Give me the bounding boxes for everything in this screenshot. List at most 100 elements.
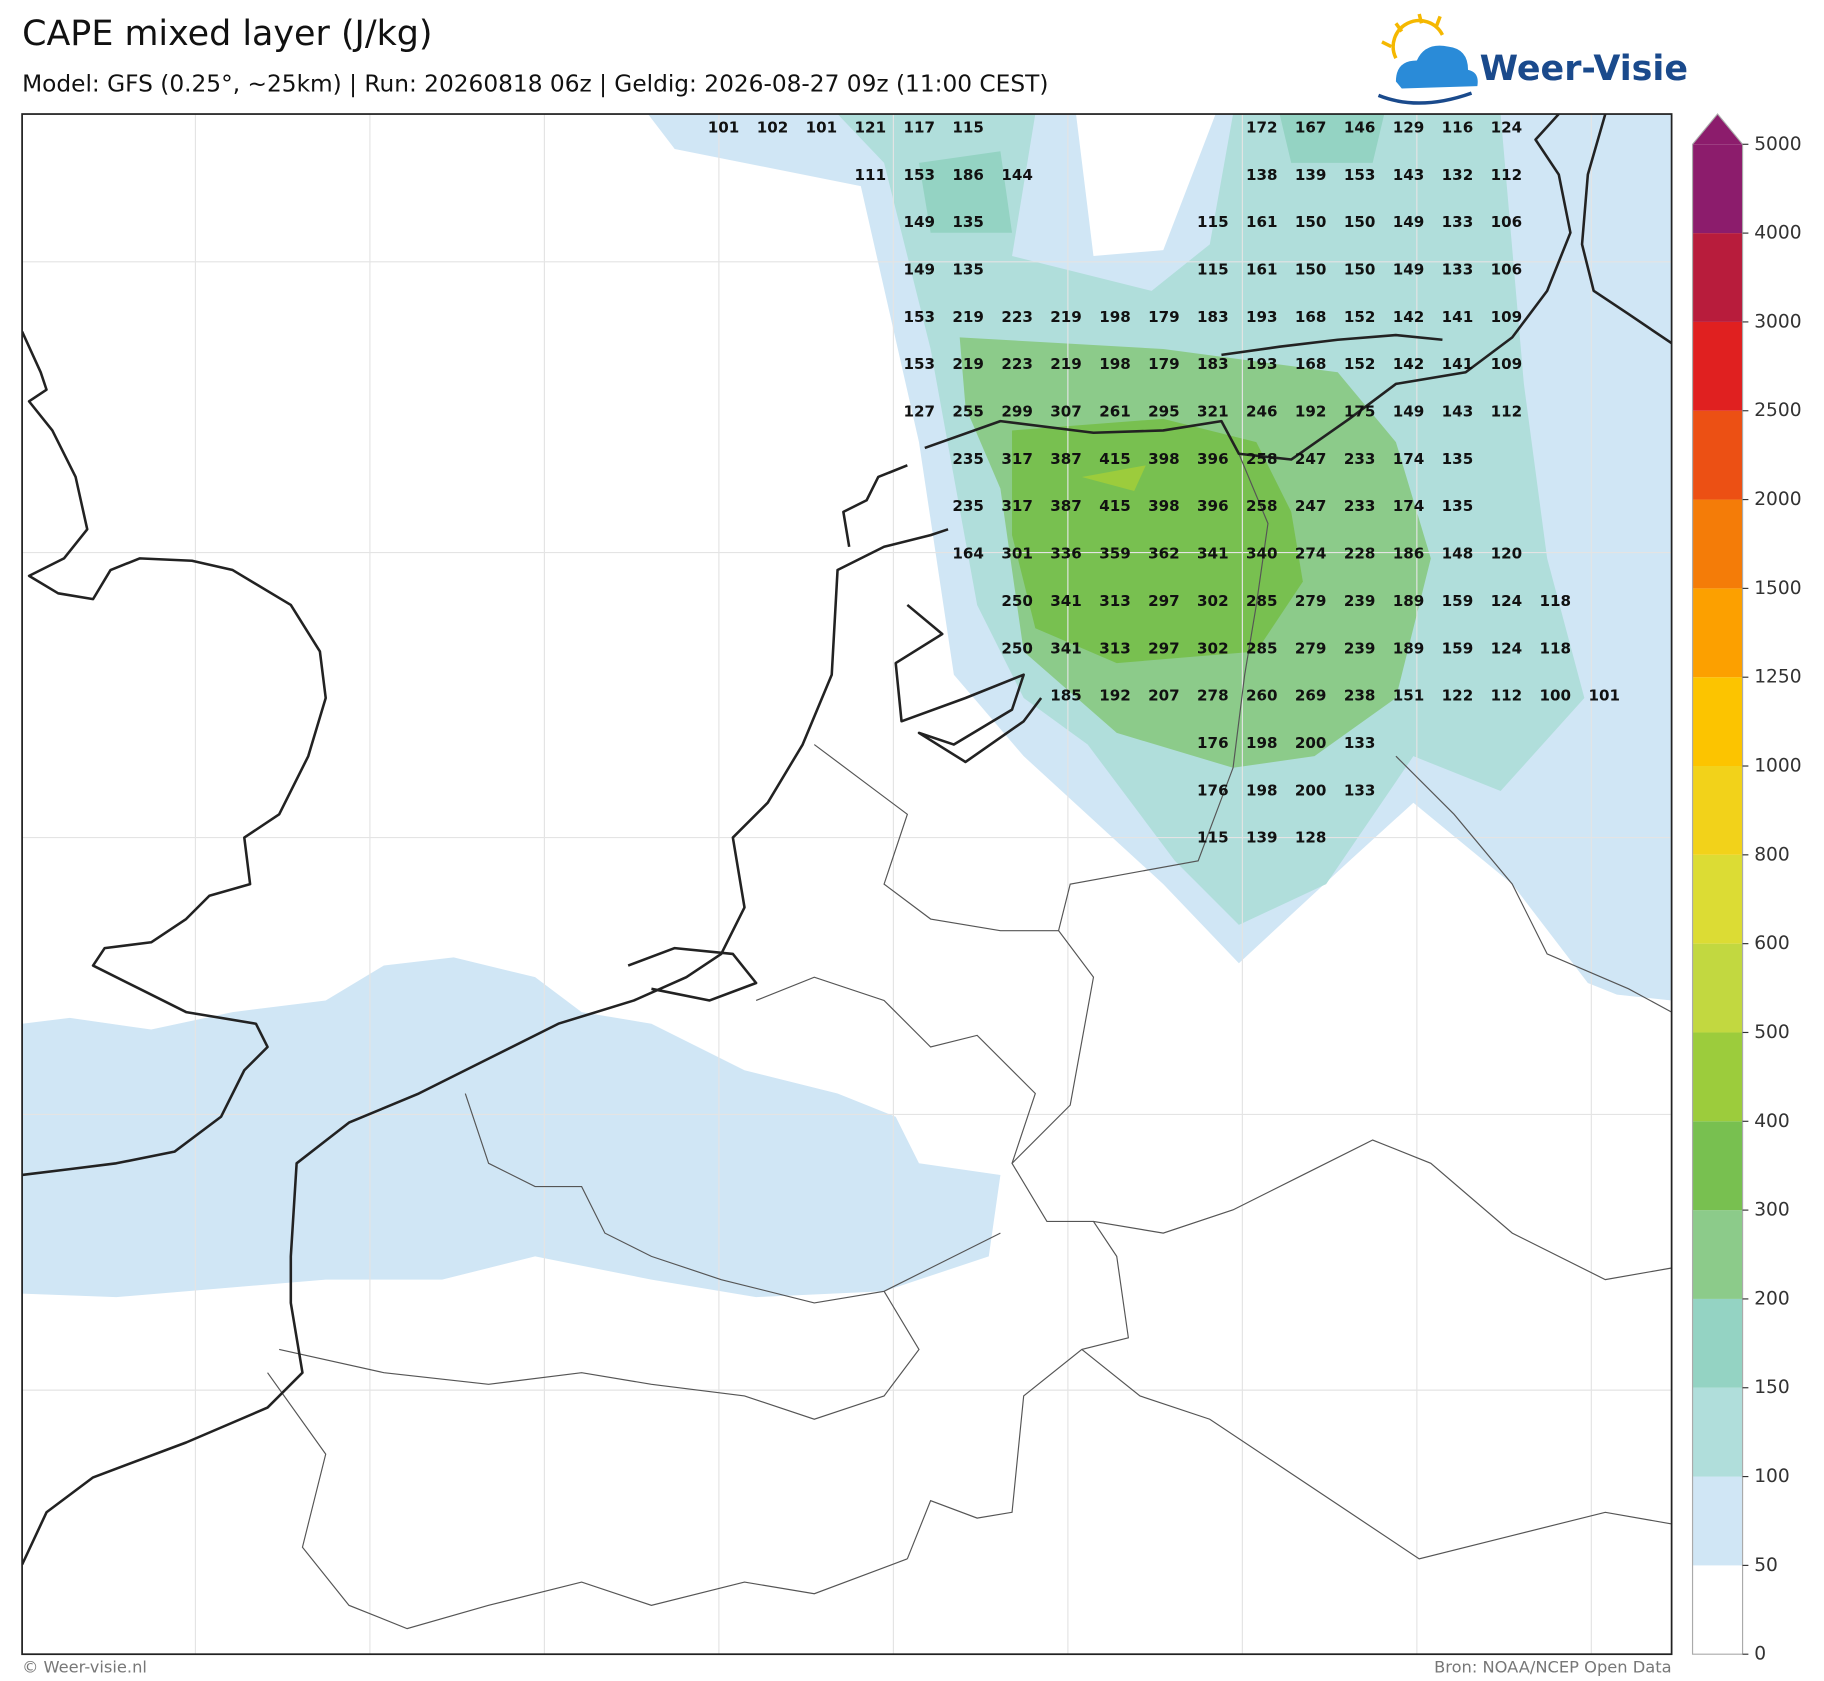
cape-value: 128 — [1295, 829, 1327, 847]
cape-value: 279 — [1295, 639, 1327, 657]
colorbar-band — [1692, 1565, 1743, 1655]
cape-value: 149 — [1393, 261, 1425, 279]
cape-value: 274 — [1295, 545, 1327, 563]
cape-value: 138 — [1246, 166, 1278, 184]
cape-value: 398 — [1148, 497, 1180, 515]
cape-value: 179 — [1148, 308, 1180, 326]
cape-value: 207 — [1148, 687, 1180, 705]
cape-value: 133 — [1344, 781, 1376, 799]
cape-value: 133 — [1442, 213, 1474, 231]
cape-value: 398 — [1148, 450, 1180, 468]
colorbar-tick-label: 500 — [1754, 1022, 1790, 1043]
colorbar-band — [1692, 1121, 1743, 1211]
map-area: 101 102 101 121 117 115 172 167 146 129 116 124 111 1… — [22, 114, 1672, 1655]
cape-value: 153 — [903, 166, 935, 184]
cape-value: 246 — [1246, 403, 1278, 421]
cape-value: 362 — [1148, 545, 1180, 563]
cape-value: 116 — [1442, 119, 1474, 137]
cape-value: 341 — [1050, 639, 1082, 657]
border — [464, 1093, 1001, 1304]
cape-value: 186 — [952, 166, 984, 184]
colorbar-band — [1692, 1387, 1743, 1477]
cape-value: 148 — [1442, 545, 1474, 563]
coastline — [1580, 114, 1672, 345]
cape-value: 122 — [1442, 687, 1474, 705]
colorbar-tick-label: 3000 — [1754, 311, 1801, 332]
cape-value: 341 — [1050, 592, 1082, 610]
graticule — [22, 114, 1672, 1655]
cape-value: 102 — [757, 119, 789, 137]
cape-value: 336 — [1050, 545, 1082, 563]
cape-value: 192 — [1295, 403, 1327, 421]
cape-value: 168 — [1295, 308, 1327, 326]
cape-value: 174 — [1393, 450, 1425, 468]
cape-value: 235 — [952, 497, 984, 515]
cape-value: 159 — [1442, 639, 1474, 657]
cape-value: 198 — [1099, 308, 1131, 326]
coastline — [22, 331, 327, 1177]
cape-value: 186 — [1393, 545, 1425, 563]
cape-value: 149 — [903, 213, 935, 231]
colorbar-band — [1692, 766, 1743, 855]
logo-cloud — [1395, 45, 1478, 89]
coastline — [924, 114, 1572, 461]
cape-value: 124 — [1491, 639, 1523, 657]
cape-value: 239 — [1344, 592, 1376, 610]
cape-value: 152 — [1344, 355, 1376, 373]
colorbar-band — [1692, 943, 1743, 1033]
colorbar-tick-label: 2000 — [1754, 489, 1801, 510]
colorbar-tick-label: 600 — [1754, 933, 1790, 954]
cape-value: 219 — [952, 355, 984, 373]
cape-value: 340 — [1246, 545, 1278, 563]
cape-value: 228 — [1344, 545, 1376, 563]
field-400 — [1081, 465, 1146, 491]
cape-value: 135 — [1442, 450, 1474, 468]
cape-value: 106 — [1491, 261, 1523, 279]
cape-value: 299 — [1001, 403, 1033, 421]
cape-value: 149 — [1393, 213, 1425, 231]
cape-value: 141 — [1442, 355, 1474, 373]
cape-value: 150 — [1344, 213, 1376, 231]
cape-value: 150 — [1295, 261, 1327, 279]
cape-value: 302 — [1197, 639, 1229, 657]
cape-value: 133 — [1442, 261, 1474, 279]
colorbar-tick-label: 150 — [1754, 1377, 1790, 1398]
colorbar-band — [1692, 1298, 1743, 1388]
colorbar-band — [1692, 677, 1743, 767]
colorbar-band — [1692, 1476, 1743, 1566]
cape-value: 135 — [952, 261, 984, 279]
cape-value: 192 — [1099, 687, 1131, 705]
cape-value: 135 — [1442, 497, 1474, 515]
cape-value: 313 — [1099, 639, 1131, 657]
cape-value: 153 — [903, 308, 935, 326]
cape-value: 247 — [1295, 497, 1327, 515]
cape-value: 261 — [1099, 403, 1131, 421]
cape-value: 175 — [1344, 403, 1376, 421]
colorbar-band — [1692, 854, 1743, 944]
cape-value: 120 — [1491, 545, 1523, 563]
cape-value: 115 — [1197, 261, 1229, 279]
cape-value: 219 — [952, 308, 984, 326]
cape-value: 146 — [1344, 119, 1376, 137]
subtitle: Model: GFS (0.25°, ~25km) | Run: 2026081… — [22, 70, 1048, 97]
cape-value: 176 — [1197, 781, 1229, 799]
cape-value: 313 — [1099, 592, 1131, 610]
cape-value: 112 — [1491, 403, 1523, 421]
cape-value: 321 — [1197, 403, 1229, 421]
cape-value: 295 — [1148, 403, 1180, 421]
cape-value: 233 — [1344, 497, 1376, 515]
cape-value: 415 — [1099, 497, 1131, 515]
field-150 — [918, 151, 1013, 233]
cape-value: 189 — [1393, 639, 1425, 657]
cape-value: 223 — [1001, 308, 1033, 326]
cape-value: 161 — [1246, 261, 1278, 279]
cape-value: 359 — [1099, 545, 1131, 563]
cape-value: 172 — [1246, 119, 1278, 137]
cape-value: 150 — [1344, 261, 1376, 279]
cape-value: 297 — [1148, 592, 1180, 610]
cape-value: 115 — [1197, 829, 1229, 847]
cape-value: 302 — [1197, 592, 1229, 610]
cape-value: 174 — [1393, 497, 1425, 515]
cape-value: 150 — [1295, 213, 1327, 231]
cape-value: 101 — [1588, 687, 1620, 705]
